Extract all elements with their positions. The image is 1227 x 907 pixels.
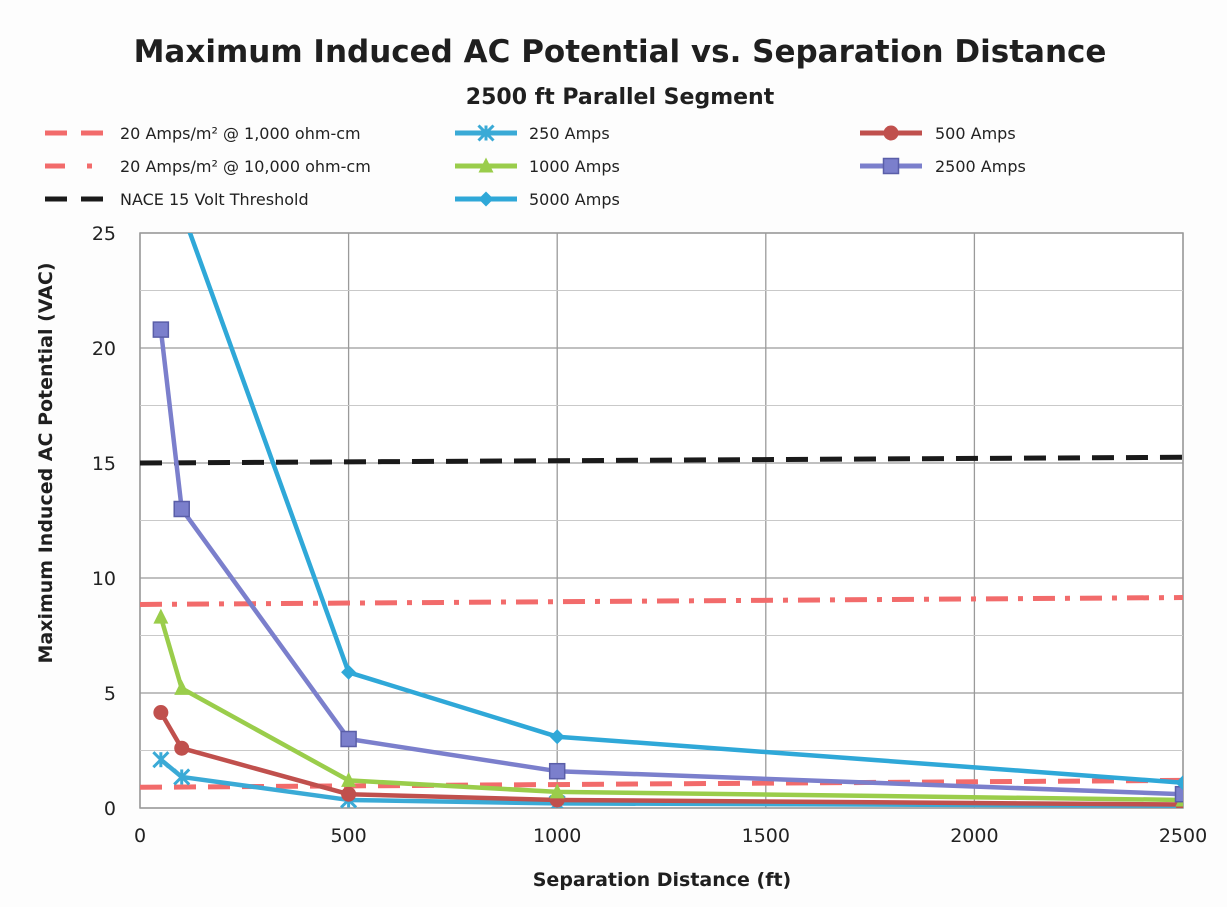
series-group — [187, 233, 1183, 791]
legend-item: NACE 15 Volt Threshold — [45, 190, 309, 209]
data-series — [152, 233, 1183, 808]
data-point — [341, 786, 357, 802]
data-point — [341, 771, 357, 787]
y-tick-label: 20 — [92, 338, 116, 360]
legend-label: NACE 15 Volt Threshold — [120, 190, 309, 209]
data-point — [174, 679, 190, 695]
y-axis-label: Maximum Induced AC Potential (VAC) — [35, 262, 57, 663]
data-point — [882, 157, 900, 175]
x-tick-label: 0 — [134, 825, 146, 847]
series-group — [152, 321, 1183, 803]
legend-item: 20 Amps/m² @ 1,000 ohm-cm — [45, 124, 361, 143]
y-tick-label: 0 — [104, 798, 116, 820]
axis-ticks: 0 500 1000 1500 2000 2500 0 5 10 15 20 25 — [92, 223, 1207, 847]
legend-item: 20 Amps/m² @ 10,000 ohm-cm — [45, 157, 371, 176]
data-point — [174, 740, 190, 756]
data-point — [478, 157, 494, 173]
y-tick-label: 25 — [92, 223, 116, 245]
legend: 20 Amps/m² @ 1,000 ohm-cm 20 Amps/m² @ 10… — [45, 124, 1026, 209]
legend-item: 250 Amps — [455, 124, 610, 143]
data-point — [173, 768, 191, 786]
x-tick-label: 500 — [330, 825, 366, 847]
data-point — [153, 608, 169, 624]
data-point — [153, 705, 169, 721]
legend-item: 500 Amps — [860, 124, 1016, 143]
data-point — [1175, 775, 1183, 791]
data-point — [152, 321, 170, 338]
y-tick-label: 5 — [104, 683, 116, 705]
grid — [139, 232, 1184, 809]
x-tick-label: 1000 — [533, 825, 581, 847]
legend-item: 2500 Amps — [860, 157, 1026, 176]
chart-title: Maximum Induced AC Potential vs. Separat… — [134, 34, 1107, 70]
data-point — [883, 125, 899, 141]
y-tick-label: 10 — [92, 568, 116, 590]
x-tick-label: 2500 — [1159, 825, 1207, 847]
legend-label: 2500 Amps — [935, 157, 1026, 176]
legend-item: 1000 Amps — [455, 157, 620, 176]
data-point — [548, 762, 566, 780]
data-point — [478, 191, 494, 207]
data-point — [549, 783, 565, 799]
legend-label: 5000 Amps — [529, 190, 620, 209]
data-point — [341, 664, 357, 680]
series-group — [153, 608, 1183, 807]
y-tick-label: 15 — [92, 453, 116, 475]
data-point — [549, 729, 565, 745]
legend-label: 250 Amps — [529, 124, 610, 143]
data-point — [173, 500, 190, 518]
legend-item: 5000 Amps — [455, 190, 620, 209]
legend-label: 500 Amps — [935, 124, 1016, 143]
series-line — [140, 454, 1183, 466]
legend-label: 20 Amps/m² @ 10,000 ohm-cm — [120, 157, 371, 176]
x-tick-label: 2000 — [950, 825, 998, 847]
data-point — [477, 124, 495, 142]
data-point — [152, 751, 170, 769]
data-point — [1174, 785, 1183, 803]
legend-label: 20 Amps/m² @ 1,000 ohm-cm — [120, 124, 361, 143]
legend-label: 1000 Amps — [529, 157, 620, 176]
x-axis-label: Separation Distance (ft) — [533, 869, 791, 891]
chart-subtitle: 2500 ft Parallel Segment — [466, 85, 775, 110]
series-line — [140, 595, 1183, 607]
data-point — [340, 730, 357, 748]
x-tick-label: 1500 — [742, 825, 790, 847]
